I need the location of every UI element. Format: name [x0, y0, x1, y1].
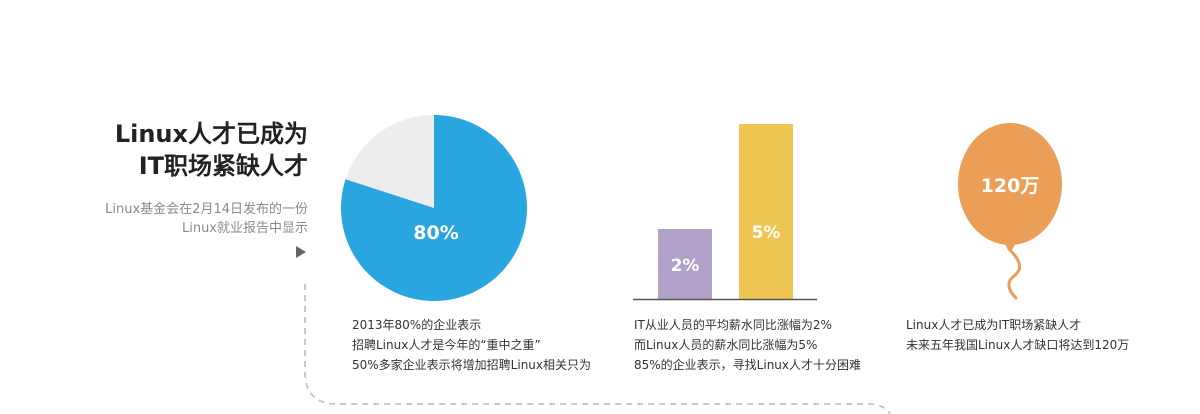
bar-linux-value-label: 5%: [752, 223, 781, 243]
subtitle: Linux基金会在2月14日发布的一份 Linux就业报告中显示: [105, 200, 308, 238]
pie-chart: 80%: [341, 115, 528, 301]
pie-caption-line-3: 50%多家企业表示将增加招聘Linux相关只为: [352, 358, 592, 372]
balloon-caption-line-1: Linux人才已成为IT职场紧缺人才: [906, 318, 1082, 332]
balloon-value-label: 120万: [981, 175, 1040, 197]
balloon-body: [958, 123, 1062, 245]
headline-line-1: Linux人才已成为: [114, 120, 308, 148]
play-arrow-icon[interactable]: [296, 246, 306, 258]
pie-caption: 2013年80%的企业表示 招聘Linux人才是今年的“重中之重” 50%多家企…: [352, 315, 591, 375]
bar-caption-line-1: IT从业人员的平均薪水同比涨幅为2%: [634, 318, 832, 332]
bar-caption: IT从业人员的平均薪水同比涨幅为2% 而Linux人员的薪水同比涨幅为5% 85…: [634, 315, 861, 375]
bar-caption-line-3: 85%的企业表示，寻找Linux人才十分困难: [634, 358, 862, 372]
balloon-caption-line-2: 未来五年我国Linux人才缺口将达到120万: [906, 338, 1130, 352]
bar-it-value-label: 2%: [671, 256, 700, 276]
balloon-icon: 120万: [958, 123, 1062, 300]
headline-line-2: IT职场紧缺人才: [138, 152, 308, 180]
pie-slice-80: [341, 115, 528, 301]
pie-value-label: 80%: [413, 222, 458, 244]
pie-caption-line-1: 2013年80%的企业表示: [352, 318, 482, 332]
pie-slice-other: [345, 115, 434, 208]
balloon-caption: Linux人才已成为IT职场紧缺人才 未来五年我国Linux人才缺口将达到120…: [906, 315, 1129, 355]
bar-chart: 2% 5%: [633, 124, 817, 301]
bar-it-salary: [658, 229, 712, 299]
dashed-connector-line: [304, 284, 891, 414]
balloon-string: [1007, 248, 1021, 300]
pie-caption-line-2: 招聘Linux人才是今年的“重中之重”: [352, 338, 541, 352]
headline: Linux人才已成为 IT职场紧缺人才: [115, 118, 308, 182]
subtitle-line-2: Linux就业报告中显示: [181, 221, 308, 236]
balloon-knot: [1005, 244, 1015, 250]
bar-caption-line-2: 而Linux人员的薪水同比涨幅为5%: [634, 338, 818, 352]
subtitle-line-1: Linux基金会在2月14日发布的一份: [105, 202, 308, 217]
bar-linux-salary: [739, 124, 793, 299]
